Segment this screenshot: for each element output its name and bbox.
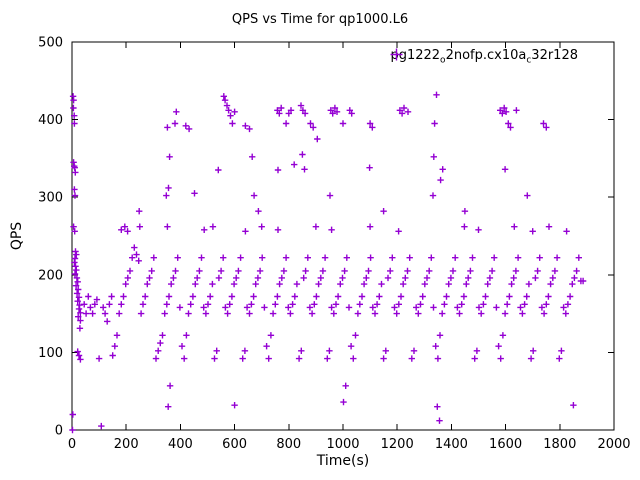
svg-text:1800: 1800 <box>543 437 576 452</box>
svg-text:600: 600 <box>222 437 247 452</box>
svg-text:1200: 1200 <box>381 437 414 452</box>
svg-text:500: 500 <box>38 36 63 51</box>
svg-text:800: 800 <box>276 437 301 452</box>
svg-text:1600: 1600 <box>489 437 522 452</box>
svg-text:200: 200 <box>38 268 63 283</box>
svg-text:200: 200 <box>114 437 139 452</box>
x-axis-label: Time(s) <box>316 453 370 469</box>
svg-text:100: 100 <box>38 346 63 361</box>
svg-text:1400: 1400 <box>435 437 468 452</box>
legend-entry: pg1222o2nofp.cx10ac32r128 <box>390 48 594 66</box>
svg-text:2000: 2000 <box>597 437 630 452</box>
svg-text:400: 400 <box>38 113 63 128</box>
svg-text:400: 400 <box>168 437 193 452</box>
svg-text:1000: 1000 <box>326 437 359 452</box>
svg-text:0: 0 <box>68 437 76 452</box>
legend-label: pg1222o2nofp.cx10ac32r128 <box>390 48 578 66</box>
chart-title: QPS vs Time for qp1000.L6 <box>231 12 409 27</box>
svg-text:0: 0 <box>55 424 63 439</box>
svg-text:300: 300 <box>38 191 63 206</box>
